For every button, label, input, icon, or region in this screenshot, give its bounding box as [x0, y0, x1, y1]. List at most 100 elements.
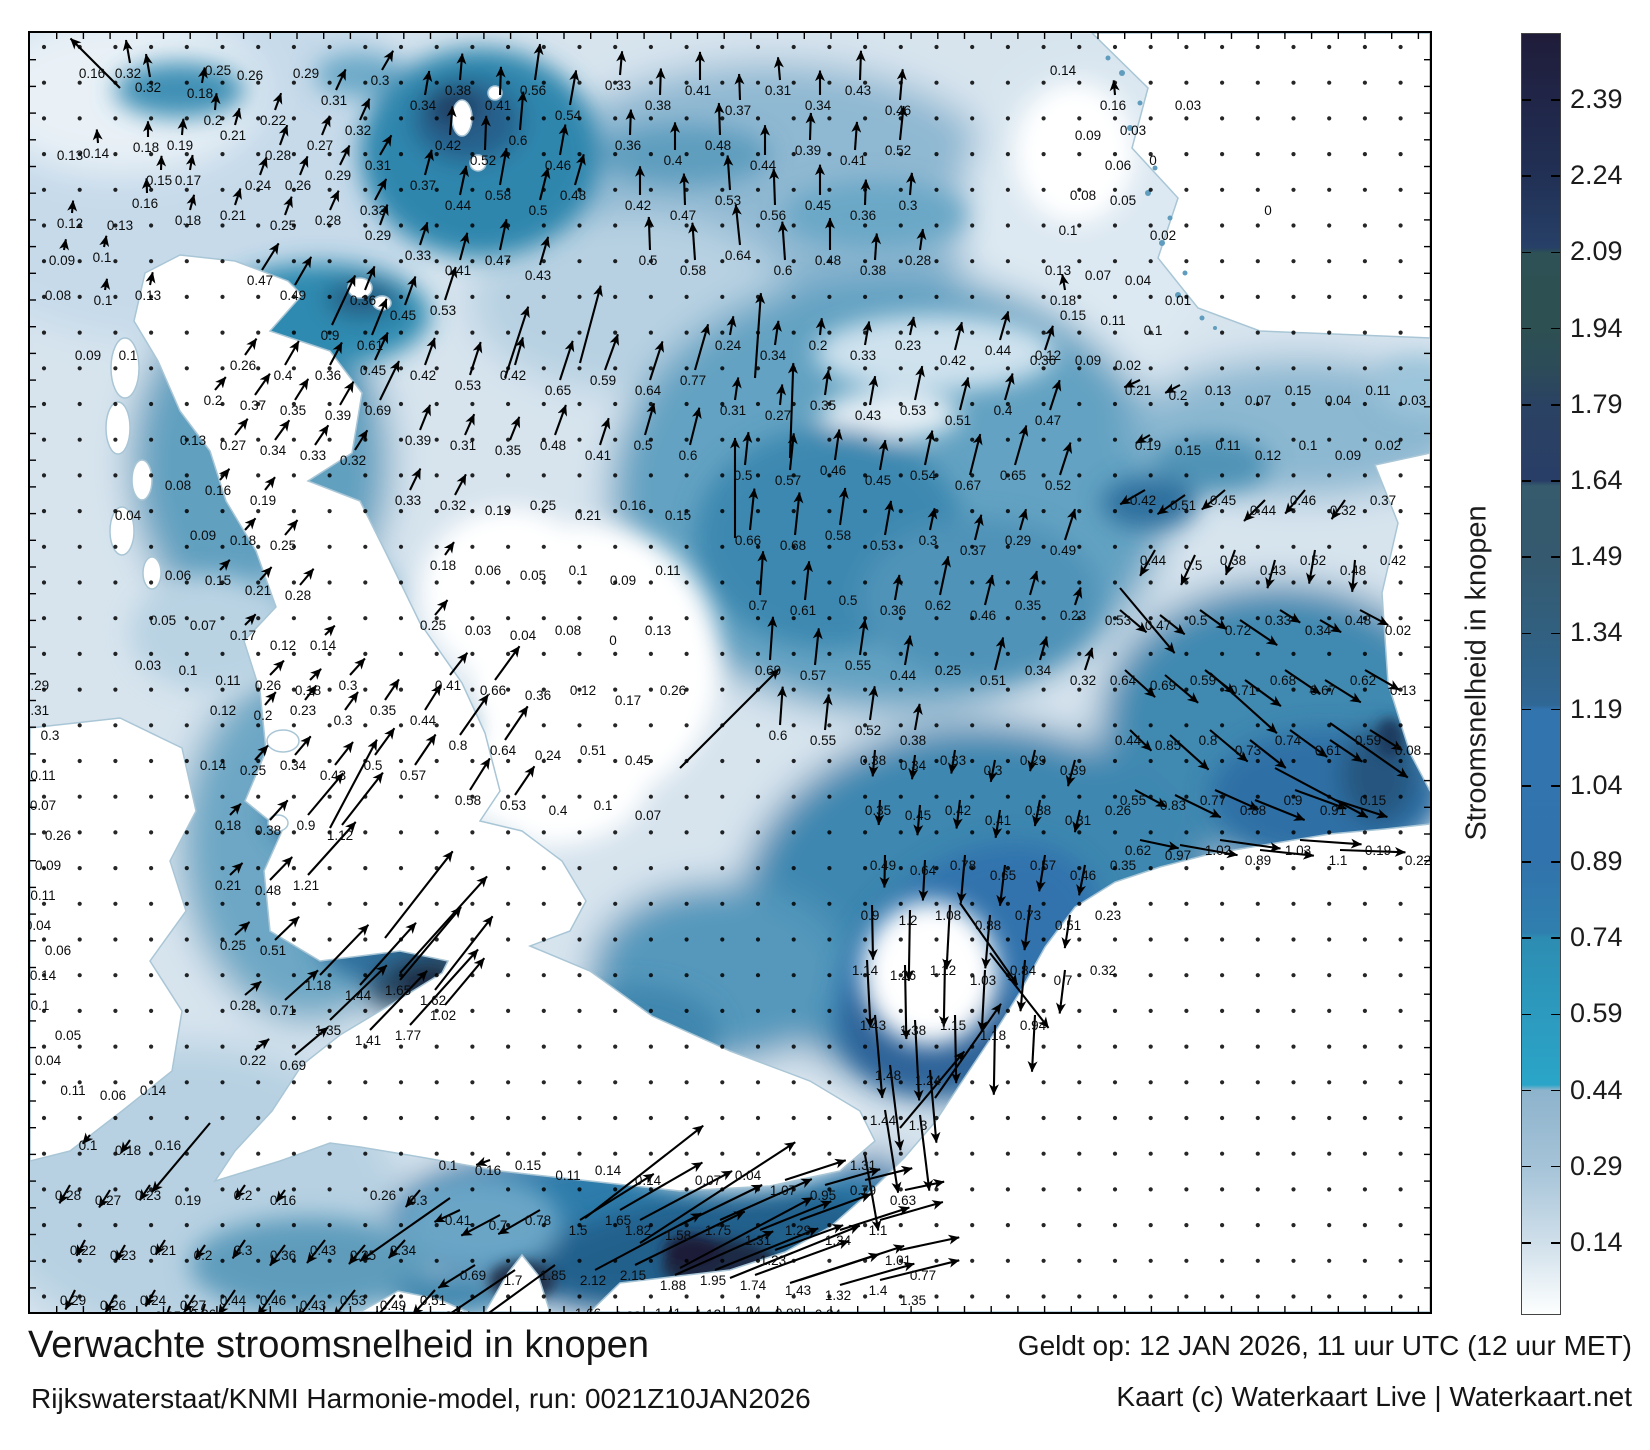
grid-dot [720, 830, 725, 835]
speed-value: 0.48 [540, 438, 566, 453]
grid-dot [220, 44, 225, 50]
grid-dot [434, 1044, 439, 1049]
speed-value: 0.7 [749, 598, 768, 613]
grid-dot [577, 330, 582, 335]
grid-dot [1148, 473, 1153, 478]
grid-dot [470, 1115, 475, 1121]
grid-dot [898, 1258, 903, 1263]
speed-value: 0.23 [290, 703, 316, 718]
grid-dot [1255, 401, 1260, 407]
speed-value: 0.07 [1245, 393, 1271, 408]
grid-dot [541, 901, 546, 906]
grid-dot [1041, 44, 1046, 50]
grid-dot [220, 401, 225, 407]
grid-dot [327, 1044, 332, 1049]
current-arrow [1330, 499, 1346, 520]
grid-dot [113, 866, 118, 871]
speed-value: 0.19 [175, 1193, 201, 1208]
grid-dot [1327, 1115, 1332, 1121]
current-arrow [214, 376, 227, 391]
grid-dot [1220, 1294, 1225, 1299]
current-arrow [354, 429, 369, 451]
current-arrow [141, 177, 152, 194]
grid-dot [577, 580, 582, 585]
grid-dot [1005, 116, 1011, 121]
grid-dot [577, 44, 582, 50]
grid-dot [1398, 330, 1403, 335]
grid-dot [1327, 509, 1332, 514]
grid-dot [1220, 223, 1225, 228]
current-arrow [1129, 729, 1153, 752]
current-arrow [197, 67, 208, 84]
grid-dot [1255, 473, 1260, 478]
grid-dot [291, 687, 296, 692]
grid-dot [363, 437, 368, 442]
grid-dot [898, 223, 903, 228]
current-arrow [952, 799, 963, 829]
current-arrow [1027, 1014, 1038, 1073]
grid-dot [41, 687, 47, 692]
speed-value: 0.36 [270, 1248, 296, 1263]
grid-dot [613, 687, 618, 692]
grid-dot [1112, 259, 1118, 264]
grid-dot [684, 1223, 689, 1228]
colorbar-tick-label: 0.89 [1570, 845, 1623, 876]
grid-dot [41, 1044, 47, 1049]
grid-dot [577, 1258, 582, 1263]
grid-dot [1291, 544, 1296, 549]
grid-dot [934, 973, 939, 978]
grid-dot [755, 44, 761, 50]
current-arrow [1179, 843, 1238, 859]
grid-dot [1255, 901, 1260, 906]
speed-value: 0.29 [1005, 533, 1031, 548]
speed-value: 0.56 [760, 208, 786, 223]
grid-dot [1255, 723, 1260, 728]
grid-dot [1112, 973, 1118, 978]
grid-dot [1112, 187, 1118, 192]
grid-dot [1362, 1223, 1367, 1228]
grid-dot [684, 223, 689, 228]
colorbar-tick-mark [1522, 1242, 1531, 1244]
speed-value: 0.77 [680, 373, 706, 388]
speed-value: 0 [1149, 153, 1157, 168]
grid-dot [827, 1008, 832, 1014]
grid-dot [327, 152, 332, 157]
grid-dot [149, 294, 154, 299]
grid-dot [1005, 830, 1011, 835]
colorbar-tick-label: 2.09 [1570, 236, 1623, 267]
grid-dot [149, 723, 154, 728]
speed-value: 0.62 [1350, 673, 1376, 688]
grid-dot [1362, 1294, 1367, 1299]
grid-dot [577, 1223, 582, 1228]
colorbar-tick-mark [1522, 403, 1531, 406]
grid-dot [470, 1151, 475, 1156]
current-arrow [371, 298, 388, 336]
grid-dot [291, 401, 296, 407]
grid-dot [577, 437, 582, 442]
grid-dot [1291, 1008, 1296, 1014]
speed-value: 0.1 [94, 293, 113, 308]
grid-dot [363, 1080, 368, 1085]
grid-dot [1255, 1008, 1260, 1014]
grid-dot [1005, 44, 1011, 50]
grid-dot [1005, 1187, 1011, 1192]
grid-dot [184, 580, 189, 585]
grid-dot [720, 44, 725, 50]
current-arrow [210, 92, 221, 111]
grid-dot [1184, 1223, 1189, 1228]
speed-value: 0.18 [133, 140, 159, 155]
grid-dot [220, 116, 225, 121]
grid-dot [1148, 401, 1153, 407]
grid-dot [220, 901, 225, 906]
grid-dot [1291, 401, 1296, 407]
grid-dot [648, 973, 654, 978]
speed-value: 0.74 [1275, 733, 1302, 748]
grid-dot [149, 544, 154, 549]
speed-value: 1.29 [785, 1223, 811, 1238]
grid-dot [934, 1294, 939, 1299]
grid-dot [1184, 187, 1189, 192]
speed-value: 0.27 [765, 408, 791, 423]
grid-dot [1291, 830, 1296, 835]
speed-value: 1.3 [909, 1118, 928, 1133]
grid-dot [898, 1187, 903, 1192]
